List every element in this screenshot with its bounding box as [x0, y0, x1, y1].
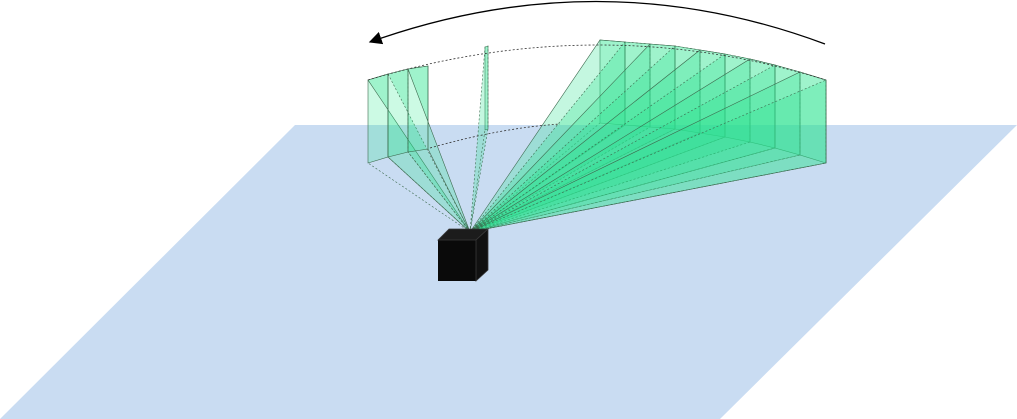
beam-wedge	[469, 41, 651, 233]
beam-ray	[469, 141, 751, 233]
sweep-boundary-arc	[367, 44, 827, 81]
sweep-inner-arc	[429, 123, 561, 149]
beam-group	[367, 39, 827, 233]
beam-ray	[407, 151, 471, 233]
beam-ray	[469, 129, 486, 233]
ground-plane	[0, 125, 1017, 419]
beam-ray	[469, 147, 776, 233]
beam-wedge	[469, 79, 827, 233]
beam-wedge	[469, 45, 701, 233]
rotation-direction-arrow	[368, 0, 826, 45]
beam-ray	[469, 162, 827, 233]
beam-ray	[469, 154, 801, 233]
beam-ray	[367, 162, 471, 233]
beam-ray	[469, 122, 601, 233]
beam-face	[484, 45, 489, 131]
beam-wedge	[387, 68, 471, 233]
beam-ray	[469, 126, 651, 233]
beam-ray	[469, 124, 626, 233]
beam-ray	[387, 156, 471, 233]
beam-ray	[469, 136, 726, 233]
beam-wedge	[407, 65, 471, 233]
sensor-cube	[437, 228, 490, 282]
beam-wedge	[469, 45, 489, 233]
